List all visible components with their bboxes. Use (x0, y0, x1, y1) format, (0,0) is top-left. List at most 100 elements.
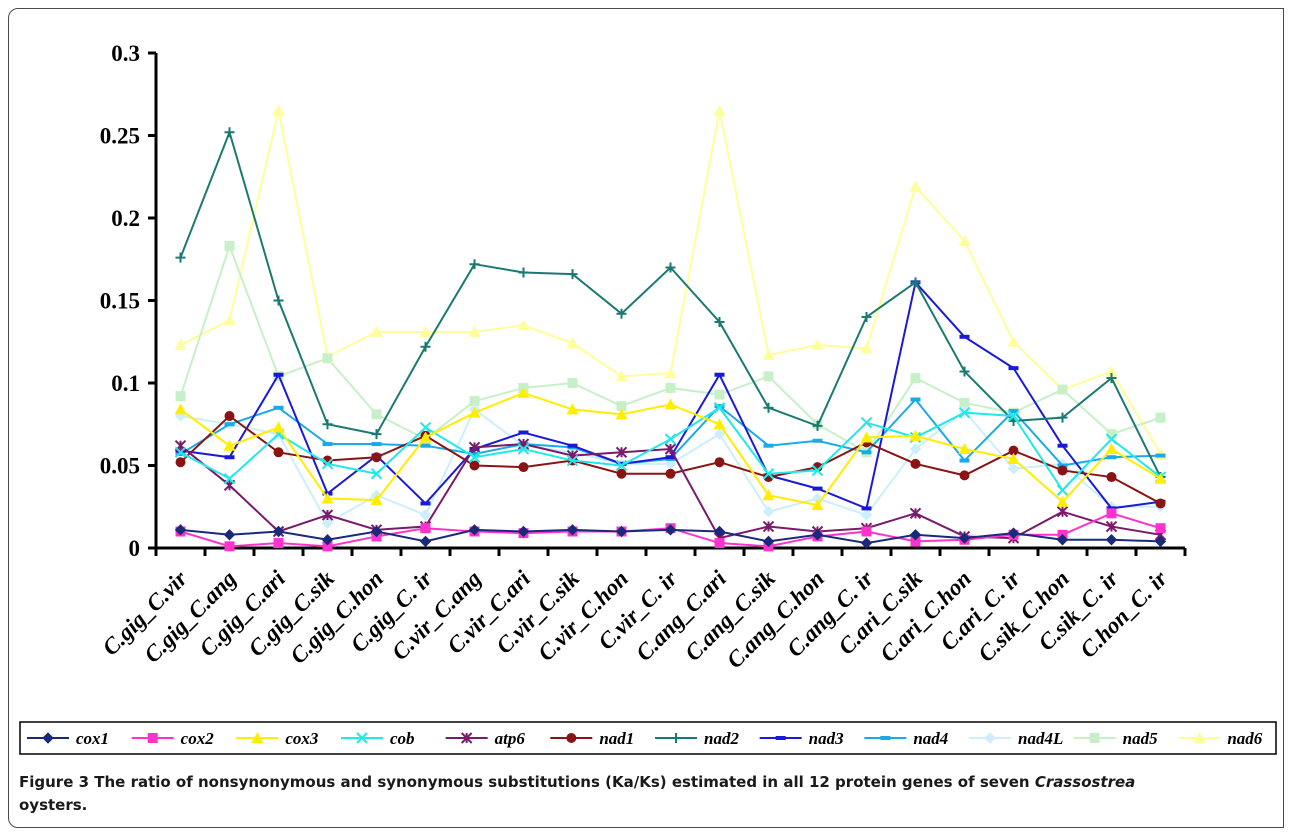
legend-item-nad2: nad2 (655, 729, 739, 748)
data-point (714, 404, 725, 409)
data-point (1057, 412, 1068, 423)
caption-text: The ratio of nonsynonymous and synonymou… (89, 773, 1035, 791)
data-point (762, 535, 775, 548)
data-point (616, 461, 627, 466)
y-tick-label: 0.25 (100, 124, 140, 149)
data-point (861, 312, 872, 322)
data-point (224, 411, 235, 421)
data-point (1105, 520, 1118, 533)
legend-item-nad1: nad1 (550, 729, 634, 748)
data-point (1007, 410, 1020, 422)
data-point (615, 370, 628, 382)
data-point (371, 452, 382, 463)
data-point (370, 325, 383, 337)
legend-item-nad4: nad4 (864, 729, 948, 748)
legend-label: cob (390, 729, 415, 748)
data-point (468, 451, 481, 463)
legend-item-cox1: cox1 (27, 729, 109, 748)
data-point (909, 180, 922, 192)
data-point (1105, 433, 1118, 445)
data-point (517, 525, 530, 538)
legend-label: nad1 (599, 729, 634, 748)
data-point (370, 494, 383, 506)
data-point (665, 262, 676, 273)
data-point (615, 459, 628, 472)
data-point (671, 733, 681, 743)
data-point (419, 509, 432, 521)
data-point (251, 732, 264, 743)
legend-label: atp6 (495, 729, 526, 748)
data-point (1154, 535, 1167, 548)
data-point (664, 367, 677, 379)
data-point (174, 524, 187, 536)
data-point (860, 537, 873, 549)
data-point (665, 468, 676, 479)
data-point (517, 438, 530, 450)
legend-label: cox1 (76, 729, 109, 748)
data-point (1193, 732, 1206, 743)
y-tick-label: 0.1 (111, 371, 140, 396)
data-point (321, 534, 334, 546)
legend-item-nad6: nad6 (1178, 729, 1263, 748)
data-point (1057, 465, 1068, 476)
data-point (958, 532, 971, 544)
data-point (714, 457, 725, 468)
data-point (566, 337, 579, 349)
data-point (371, 442, 382, 447)
data-point (223, 439, 236, 451)
data-point (370, 468, 383, 480)
legend-box (19, 721, 1277, 755)
data-point (664, 433, 677, 445)
data-point (518, 267, 529, 278)
legend-label: nad5 (1123, 729, 1158, 748)
data-point (1105, 443, 1118, 454)
data-point (775, 736, 786, 740)
data-point (615, 408, 628, 420)
data-point (713, 402, 726, 414)
data-point (1154, 472, 1167, 484)
data-point (714, 538, 725, 549)
data-point (273, 447, 284, 458)
caption-text-end: oysters. (19, 796, 88, 814)
data-point (517, 319, 530, 331)
data-point (615, 525, 628, 538)
y-axis-ticks: 0 0.05 0.1 0.15 0.2 0.25 0.3 (100, 41, 156, 561)
data-point (468, 325, 481, 337)
data-point (1056, 534, 1069, 546)
data-point (1056, 484, 1069, 496)
legend-item-atp6: atp6 (445, 729, 526, 748)
data-point (713, 428, 726, 440)
data-point (420, 341, 431, 352)
data-point (174, 446, 187, 459)
data-point (910, 458, 921, 469)
data-point (861, 506, 872, 511)
legend-item-nad3: nad3 (759, 729, 844, 748)
data-point (958, 235, 971, 247)
caption-genus: Crassostrea (1034, 773, 1136, 791)
data-point (272, 421, 285, 433)
data-point (861, 526, 872, 537)
data-point (665, 382, 676, 393)
data-point (420, 501, 431, 506)
data-point (880, 736, 891, 740)
data-point (175, 451, 186, 456)
data-point (1008, 445, 1019, 456)
chart-legend: cox1 cox2 cox3 cob atp6 nad1 nad2 nad3 nad4 nad4L… (19, 721, 1277, 755)
legend-item-nad5: nad5 (1073, 729, 1158, 748)
data-point (664, 398, 677, 410)
data-point (713, 104, 726, 116)
data-point (763, 371, 774, 382)
y-tick-label: 0 (129, 536, 141, 561)
data-point (860, 431, 873, 443)
data-point (909, 507, 922, 520)
data-point (273, 372, 284, 377)
data-point (910, 373, 921, 384)
legend-label: nad6 (1227, 729, 1262, 748)
data-point (616, 401, 627, 412)
data-point (321, 492, 334, 504)
data-point (959, 366, 970, 377)
data-point (959, 334, 970, 339)
data-point (811, 339, 824, 351)
data-point (1105, 534, 1118, 546)
data-point (1106, 508, 1117, 519)
